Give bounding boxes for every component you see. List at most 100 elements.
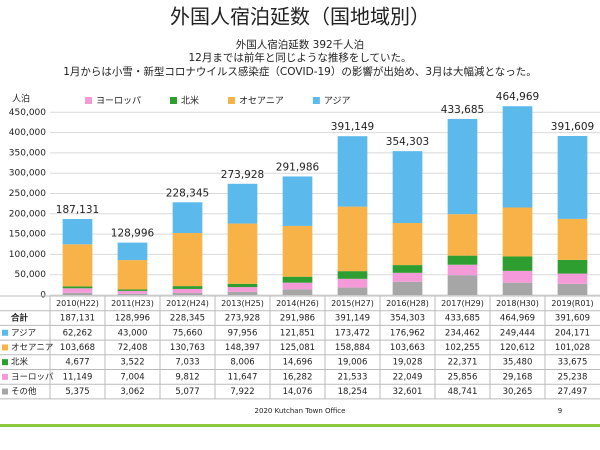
table-cell: 30,265: [503, 387, 533, 397]
bar-segment: [227, 223, 258, 284]
table-cell: 101,028: [555, 343, 590, 353]
table-cell: 72,408: [118, 343, 148, 353]
table-cell: 25,856: [448, 372, 478, 382]
legend-swatch: [228, 97, 236, 104]
legend-label: 北米: [181, 95, 199, 107]
x-tick-label: 2019(R01): [551, 299, 593, 308]
bar-segment: [62, 288, 93, 293]
bar-segment: [117, 289, 148, 291]
footer: 2020 Kutchan Town Office: [255, 407, 346, 415]
bar-segment: [502, 106, 533, 208]
y-tick-label: 300,000: [9, 169, 46, 179]
bar-segment: [282, 289, 313, 295]
total-label: 187,131: [56, 204, 99, 216]
total-label: 291,986: [276, 161, 320, 173]
bar-segment: [62, 292, 93, 295]
bar-segment: [172, 286, 203, 289]
bar-segment: [447, 275, 478, 295]
table-cell: 97,956: [228, 328, 258, 338]
total-label: 354,303: [386, 136, 429, 148]
bar-segment: [502, 270, 533, 283]
bar-segment: [282, 225, 313, 277]
total-label: 228,345: [166, 187, 209, 199]
bar-segment: [557, 136, 588, 219]
table-cell: 16,282: [283, 372, 313, 382]
bar-segment: [117, 290, 148, 294]
table-cell: 35,480: [503, 358, 533, 368]
bar-segment: [62, 244, 93, 287]
table-cell: 391,149: [335, 314, 370, 324]
legend-swatch: [170, 97, 178, 104]
bar-segment: [62, 219, 93, 245]
total-label: 273,928: [221, 169, 264, 181]
table-cell: 14,076: [283, 387, 313, 397]
x-tick-label: 2015(H27): [331, 299, 374, 308]
bar-segment: [447, 214, 478, 256]
table-cell: 148,397: [225, 343, 260, 353]
y-tick-label: 50,000: [15, 270, 47, 280]
table-cell: 204,171: [555, 328, 590, 338]
bar-segment: [557, 259, 588, 274]
table-cell: 32,601: [393, 387, 423, 397]
table-cell: 19,028: [393, 358, 423, 368]
bar-segment: [502, 256, 533, 271]
bar-segment: [62, 286, 93, 289]
y-tick-label: 450,000: [9, 108, 46, 118]
table-cell: 75,660: [173, 328, 203, 338]
subtitle: 外国人宿泊延数 392千人泊: [236, 38, 364, 51]
table-cell: 4,677: [65, 358, 89, 368]
table-cell: 176,962: [390, 328, 425, 338]
subtitle: 1月からは小雪・新型コロナウイルス感染症（COVID-19）の影響が出始め、3月…: [63, 65, 536, 78]
bar-segment: [392, 265, 423, 273]
table-cell: 25,238: [558, 372, 588, 382]
total-label: 128,996: [111, 228, 155, 240]
table-cell: 3,062: [120, 387, 144, 397]
bar-segment: [282, 176, 313, 226]
legend-label: ヨーロッパ: [96, 96, 141, 107]
bar-segment: [392, 281, 423, 295]
table-cell: 48,741: [448, 387, 478, 397]
table-cell: 291,986: [280, 314, 315, 324]
total-label: 464,969: [496, 91, 539, 103]
table-cell: 391,609: [555, 314, 590, 324]
x-tick-label: 2010(H22): [56, 299, 99, 308]
bar-segment: [392, 272, 423, 282]
bar-segment: [282, 276, 313, 283]
table-cell: 19,006: [338, 358, 368, 368]
bar-segment: [337, 271, 368, 279]
table-cell: 14,696: [283, 358, 313, 368]
table-cell: 7,004: [120, 372, 144, 382]
table-cell: 22,371: [448, 358, 478, 368]
bar-segment: [227, 183, 258, 224]
table-cell: 120,612: [500, 343, 535, 353]
bar-segment: [392, 222, 423, 266]
table-cell: 102,255: [445, 343, 480, 353]
table-row-label: 北米: [11, 357, 29, 368]
table-row-label: その他: [11, 386, 37, 397]
bar-segment: [337, 206, 368, 272]
table-cell: 187,131: [60, 314, 95, 324]
bar-segment: [227, 283, 258, 288]
table-cell: 249,444: [500, 328, 535, 338]
table-row-label: ヨーロッパ: [11, 372, 54, 382]
table-cell: 121,851: [280, 328, 315, 338]
x-tick-label: 2011(H23): [111, 299, 154, 308]
x-tick-label: 2012(H24): [166, 299, 209, 308]
bar-segment: [227, 291, 258, 295]
y-tick-label: 100,000: [9, 250, 46, 260]
bar-segment: [282, 282, 313, 290]
table-cell: 354,303: [390, 314, 425, 324]
page-number: 9: [558, 407, 562, 415]
bar-segment: [447, 255, 478, 265]
table-cell: 43,000: [118, 328, 148, 338]
bar-segment: [557, 273, 588, 284]
table-swatch: [2, 388, 8, 395]
bar-segment: [172, 233, 203, 287]
table-cell: 62,262: [63, 328, 93, 338]
table-cell: 273,928: [225, 314, 260, 324]
table-cell: 433,685: [445, 314, 480, 324]
table-cell: 173,472: [335, 328, 370, 338]
bar-segment: [117, 293, 148, 295]
